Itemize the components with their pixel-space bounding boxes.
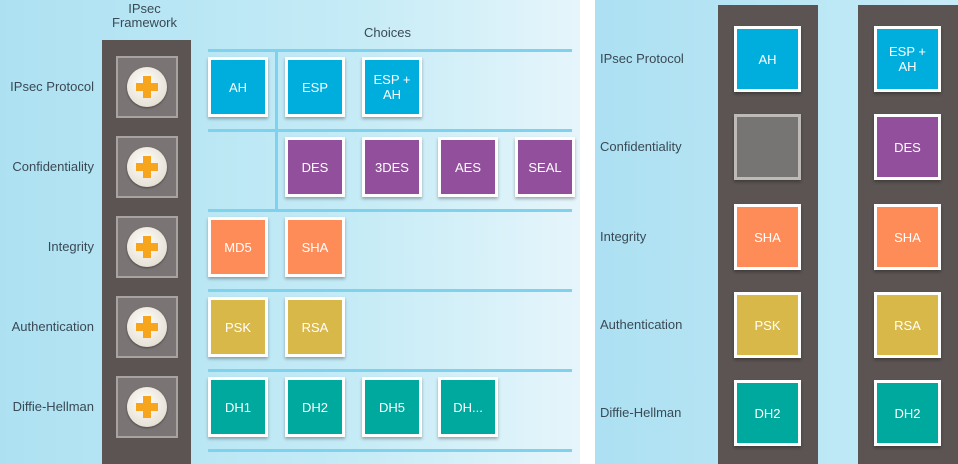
divider-line	[208, 289, 572, 292]
choice-tile[interactable]: MD5	[208, 217, 268, 277]
selected-tile[interactable]	[734, 114, 801, 180]
framework-slot[interactable]	[116, 296, 178, 358]
ipsec-framework-panel: IPsec Framework Choices IPsec Protocol AH…	[0, 0, 580, 464]
selected-tile[interactable]: DH2	[874, 380, 941, 446]
framework-slot[interactable]	[116, 136, 178, 198]
plus-icon[interactable]	[127, 67, 167, 107]
divider-line	[208, 449, 572, 452]
choice-tile[interactable]: DH5	[362, 377, 422, 437]
plus-icon[interactable]	[127, 227, 167, 267]
row-label: Diffie-Hellman	[600, 405, 682, 420]
row-label: Confidentiality	[12, 159, 94, 174]
choice-tile[interactable]: DH...	[438, 377, 498, 437]
row-label: IPsec Protocol	[10, 79, 94, 94]
selected-tile[interactable]: ESP + AH	[874, 26, 941, 92]
plus-icon[interactable]	[127, 387, 167, 427]
selected-tile[interactable]: SHA	[734, 204, 801, 270]
choice-tile[interactable]: RSA	[285, 297, 345, 357]
choice-tile[interactable]: SEAL	[515, 137, 575, 197]
framework-header: IPsec Framework	[112, 1, 178, 30]
choice-tile[interactable]: DH1	[208, 377, 268, 437]
choice-tile[interactable]: ESP + AH	[362, 57, 422, 117]
row-label: IPsec Protocol	[600, 51, 684, 66]
plus-icon[interactable]	[127, 147, 167, 187]
selected-tile[interactable]: SHA	[874, 204, 941, 270]
plus-icon[interactable]	[127, 307, 167, 347]
choice-tile[interactable]: PSK	[208, 297, 268, 357]
selected-tile[interactable]: PSK	[734, 292, 801, 358]
row-label: Diffie-Hellman	[12, 399, 94, 414]
divider-line	[208, 209, 572, 212]
ipsec-example-panel: IPsec Protocol AH ESP + AH Confidentiality D…	[595, 0, 958, 464]
choices-header: Choices	[364, 25, 411, 40]
choice-tile[interactable]: DH2	[285, 377, 345, 437]
row-label: Integrity	[47, 239, 94, 254]
divider-line	[208, 129, 572, 132]
choice-tile[interactable]: AES	[438, 137, 498, 197]
framework-slot[interactable]	[116, 56, 178, 118]
framework-slot[interactable]	[116, 376, 178, 438]
divider-line	[208, 49, 572, 52]
selected-tile[interactable]: DH2	[734, 380, 801, 446]
divider-line	[208, 369, 572, 372]
row-label: Confidentiality	[600, 139, 682, 154]
selected-tile[interactable]: AH	[734, 26, 801, 92]
choice-tile[interactable]: AH	[208, 57, 268, 117]
choice-tile[interactable]: SHA	[285, 217, 345, 277]
row-label: Authentication	[600, 317, 683, 332]
selected-tile[interactable]: DES	[874, 114, 941, 180]
choice-tile[interactable]: DES	[285, 137, 345, 197]
row-label: Integrity	[600, 229, 647, 244]
row-label: Authentication	[11, 319, 94, 334]
selected-tile[interactable]: RSA	[874, 292, 941, 358]
choice-tile[interactable]: 3DES	[362, 137, 422, 197]
choice-tile[interactable]: ESP	[285, 57, 345, 117]
framework-slot[interactable]	[116, 216, 178, 278]
